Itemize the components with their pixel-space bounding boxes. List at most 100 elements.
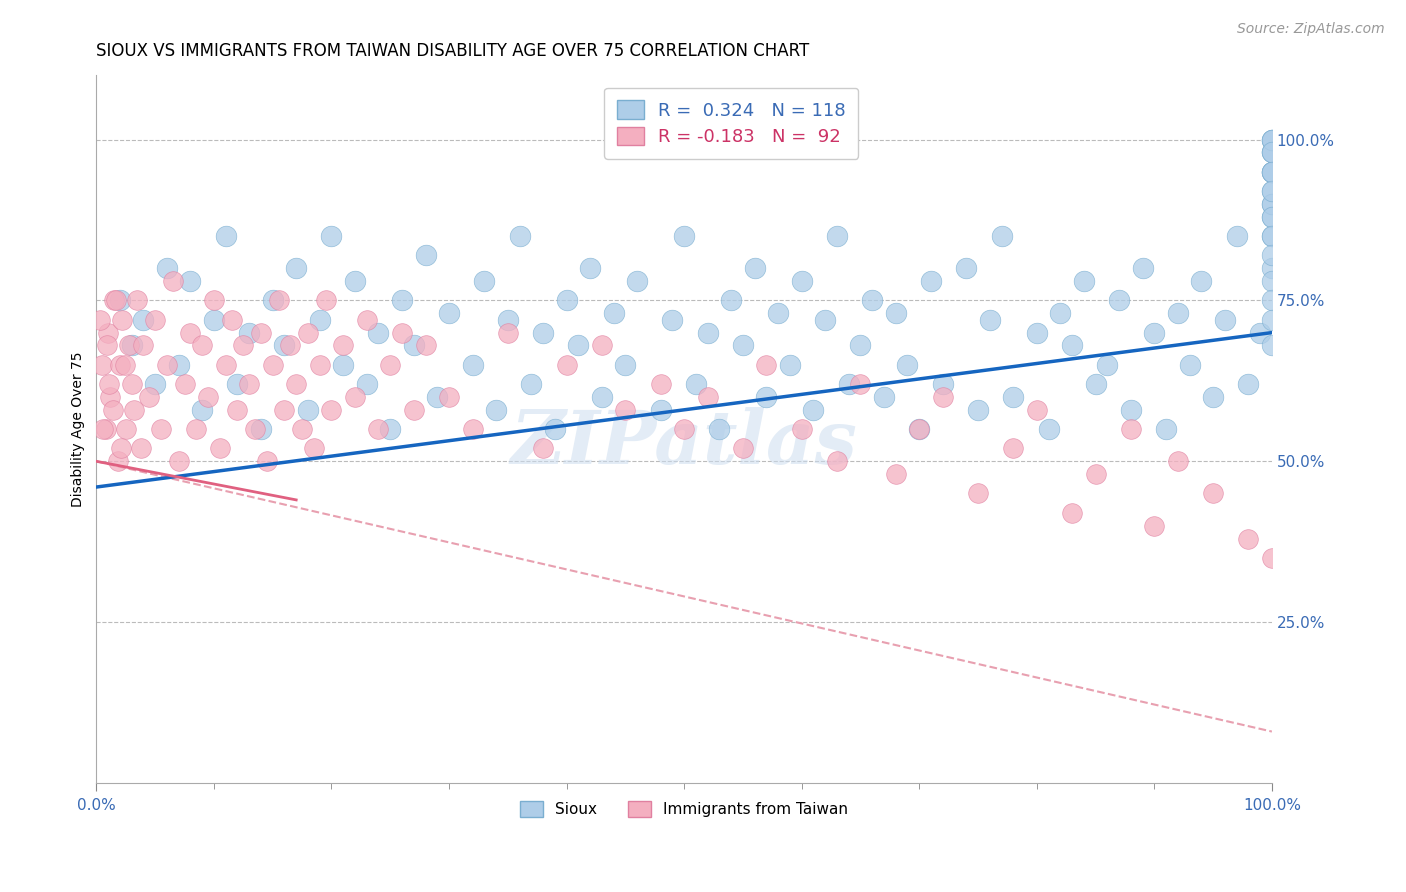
Point xyxy=(122,402,145,417)
Point xyxy=(297,326,319,340)
Point xyxy=(1261,165,1284,179)
Point xyxy=(1261,229,1284,244)
Point xyxy=(873,390,896,404)
Point xyxy=(321,229,343,244)
Point xyxy=(1261,145,1284,160)
Point xyxy=(143,312,166,326)
Point xyxy=(1038,422,1060,436)
Point xyxy=(509,229,531,244)
Point xyxy=(1119,422,1142,436)
Point xyxy=(89,312,111,326)
Point xyxy=(191,338,214,352)
Text: SIOUX VS IMMIGRANTS FROM TAIWAN DISABILITY AGE OVER 75 CORRELATION CHART: SIOUX VS IMMIGRANTS FROM TAIWAN DISABILI… xyxy=(97,42,810,60)
Point xyxy=(391,293,413,308)
Point xyxy=(162,274,184,288)
Point xyxy=(1143,326,1166,340)
Point xyxy=(555,293,578,308)
Point xyxy=(1261,197,1284,211)
Point xyxy=(932,377,955,392)
Point xyxy=(132,338,155,352)
Point xyxy=(380,422,402,436)
Point xyxy=(278,338,301,352)
Point xyxy=(838,377,860,392)
Point xyxy=(591,338,613,352)
Point xyxy=(884,306,907,320)
Point xyxy=(1261,165,1284,179)
Point xyxy=(415,248,437,262)
Point xyxy=(291,422,314,436)
Point xyxy=(1060,338,1083,352)
Point xyxy=(1261,261,1284,276)
Point xyxy=(121,338,143,352)
Point xyxy=(1261,229,1284,244)
Point xyxy=(920,274,942,288)
Point xyxy=(150,422,173,436)
Point xyxy=(343,274,366,288)
Point xyxy=(118,338,141,352)
Point xyxy=(156,358,179,372)
Point xyxy=(132,312,155,326)
Point xyxy=(602,306,624,320)
Point xyxy=(1132,261,1154,276)
Point xyxy=(1178,358,1201,372)
Point xyxy=(520,377,543,392)
Point xyxy=(1249,326,1271,340)
Point xyxy=(932,390,955,404)
Point xyxy=(591,390,613,404)
Point xyxy=(1261,132,1284,146)
Point xyxy=(614,358,637,372)
Point xyxy=(107,454,129,468)
Point xyxy=(849,338,872,352)
Point xyxy=(1261,248,1284,262)
Point xyxy=(908,422,931,436)
Point xyxy=(1167,306,1189,320)
Point xyxy=(297,402,319,417)
Point xyxy=(138,390,160,404)
Point xyxy=(614,402,637,417)
Point xyxy=(208,442,231,456)
Point xyxy=(332,358,354,372)
Point xyxy=(579,261,602,276)
Point xyxy=(1261,210,1284,224)
Point xyxy=(908,422,931,436)
Point xyxy=(273,338,295,352)
Point xyxy=(1084,377,1107,392)
Point xyxy=(1261,145,1284,160)
Point xyxy=(214,358,236,372)
Point xyxy=(179,274,201,288)
Point xyxy=(315,293,337,308)
Point xyxy=(402,338,425,352)
Point xyxy=(567,338,589,352)
Point xyxy=(94,422,117,436)
Point xyxy=(273,402,295,417)
Point xyxy=(779,358,801,372)
Point xyxy=(544,422,567,436)
Point xyxy=(110,442,132,456)
Point xyxy=(343,390,366,404)
Point xyxy=(226,402,249,417)
Point xyxy=(238,326,260,340)
Point xyxy=(673,229,696,244)
Point xyxy=(1202,486,1225,500)
Point xyxy=(1226,229,1249,244)
Point xyxy=(232,338,254,352)
Point xyxy=(179,326,201,340)
Point xyxy=(391,326,413,340)
Point xyxy=(496,326,519,340)
Point xyxy=(91,358,114,372)
Point xyxy=(256,454,278,468)
Point xyxy=(860,293,883,308)
Point xyxy=(1002,442,1025,456)
Point xyxy=(202,293,225,308)
Point xyxy=(755,390,778,404)
Point xyxy=(367,422,389,436)
Point xyxy=(955,261,977,276)
Point xyxy=(1025,326,1047,340)
Point xyxy=(1261,184,1284,198)
Point xyxy=(896,358,918,372)
Point xyxy=(356,377,378,392)
Point xyxy=(1261,132,1284,146)
Point xyxy=(367,326,389,340)
Point xyxy=(685,377,707,392)
Point xyxy=(98,377,121,392)
